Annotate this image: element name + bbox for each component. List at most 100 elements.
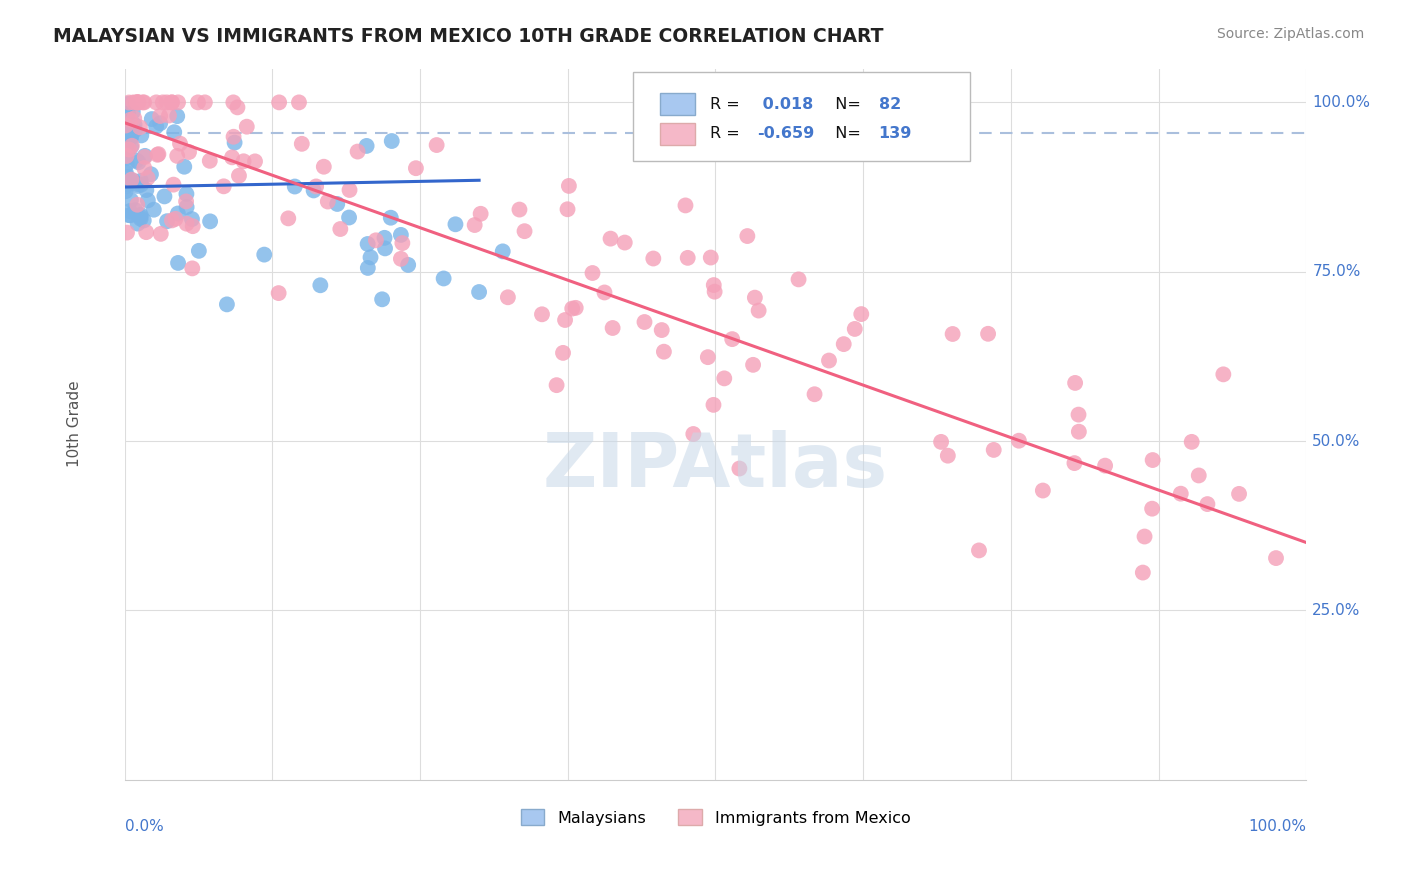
Point xyxy=(977,326,1000,341)
Point xyxy=(329,222,352,236)
Point xyxy=(599,232,621,246)
Text: MALAYSIAN VS IMMIGRANTS FROM MEXICO 10TH GRADE CORRELATION CHART: MALAYSIAN VS IMMIGRANTS FROM MEXICO 10TH… xyxy=(53,27,884,45)
Point xyxy=(118,204,141,219)
Point xyxy=(492,244,515,259)
Point xyxy=(337,211,360,225)
Point xyxy=(651,323,673,337)
Point xyxy=(176,200,198,214)
Point xyxy=(120,130,142,145)
Text: 82: 82 xyxy=(879,96,901,112)
Point xyxy=(508,202,530,217)
Point xyxy=(288,95,311,110)
Point xyxy=(160,95,183,110)
Point xyxy=(558,178,581,193)
Point xyxy=(120,208,142,222)
Point xyxy=(134,150,156,164)
Point xyxy=(496,290,519,304)
Point xyxy=(149,116,172,130)
Point xyxy=(115,149,138,163)
Point xyxy=(737,229,759,244)
Point xyxy=(149,227,172,241)
Point xyxy=(167,206,190,220)
Point xyxy=(222,129,245,144)
Point xyxy=(194,95,217,110)
Point xyxy=(124,123,146,137)
Point xyxy=(125,95,148,110)
Point xyxy=(389,227,412,242)
Point xyxy=(157,108,180,122)
Point xyxy=(326,197,349,211)
Point xyxy=(115,123,138,137)
Point xyxy=(166,149,188,163)
Point xyxy=(468,285,491,299)
Point xyxy=(156,214,179,228)
Point xyxy=(118,143,141,157)
Point xyxy=(139,167,162,181)
Point xyxy=(169,136,191,151)
Point xyxy=(129,178,152,192)
Point xyxy=(1063,456,1085,470)
Point xyxy=(554,313,576,327)
Point xyxy=(832,337,855,351)
Point xyxy=(127,95,149,110)
Point xyxy=(803,387,825,401)
Point xyxy=(702,398,724,412)
Point xyxy=(564,301,586,315)
Point xyxy=(132,213,155,227)
Point xyxy=(1133,529,1156,543)
Point xyxy=(676,251,699,265)
Point xyxy=(284,179,307,194)
Point xyxy=(114,139,136,153)
Point xyxy=(118,95,141,110)
Point xyxy=(696,350,718,364)
Point xyxy=(364,233,387,247)
Point xyxy=(312,160,335,174)
Point xyxy=(305,179,328,194)
Point xyxy=(243,154,266,169)
Point xyxy=(1094,458,1116,473)
Point xyxy=(134,149,156,163)
Point xyxy=(174,194,197,209)
Point xyxy=(181,261,204,276)
Point xyxy=(675,198,697,212)
Point xyxy=(546,378,568,392)
Point xyxy=(127,178,149,193)
Point xyxy=(115,157,138,171)
Text: R =: R = xyxy=(710,96,744,112)
Point xyxy=(374,241,396,255)
Bar xyxy=(659,123,696,145)
Point xyxy=(682,427,704,442)
Point xyxy=(127,95,149,110)
Point xyxy=(162,178,184,192)
Point xyxy=(129,120,152,135)
Point xyxy=(1170,486,1192,500)
Point xyxy=(530,307,553,321)
Point xyxy=(444,217,467,231)
Point xyxy=(232,154,254,169)
Point xyxy=(117,106,139,120)
Point xyxy=(593,285,616,300)
Text: 75.0%: 75.0% xyxy=(1312,264,1361,279)
Point xyxy=(132,95,155,110)
Point xyxy=(703,285,725,299)
Point xyxy=(129,174,152,188)
Point xyxy=(1265,551,1288,566)
Point xyxy=(129,128,152,143)
Point xyxy=(405,161,427,176)
Point xyxy=(1188,468,1211,483)
Text: 100.0%: 100.0% xyxy=(1249,819,1306,834)
Point xyxy=(166,109,188,123)
Point xyxy=(967,543,990,558)
Point xyxy=(117,128,139,143)
Text: N=: N= xyxy=(825,127,866,142)
Point xyxy=(160,95,183,110)
Point xyxy=(703,278,725,293)
Point xyxy=(269,95,291,110)
Point xyxy=(117,123,139,137)
Point xyxy=(128,155,150,169)
Point xyxy=(127,95,149,110)
Point xyxy=(114,184,136,198)
Point xyxy=(128,95,150,110)
Point xyxy=(309,278,332,293)
Point xyxy=(742,358,765,372)
